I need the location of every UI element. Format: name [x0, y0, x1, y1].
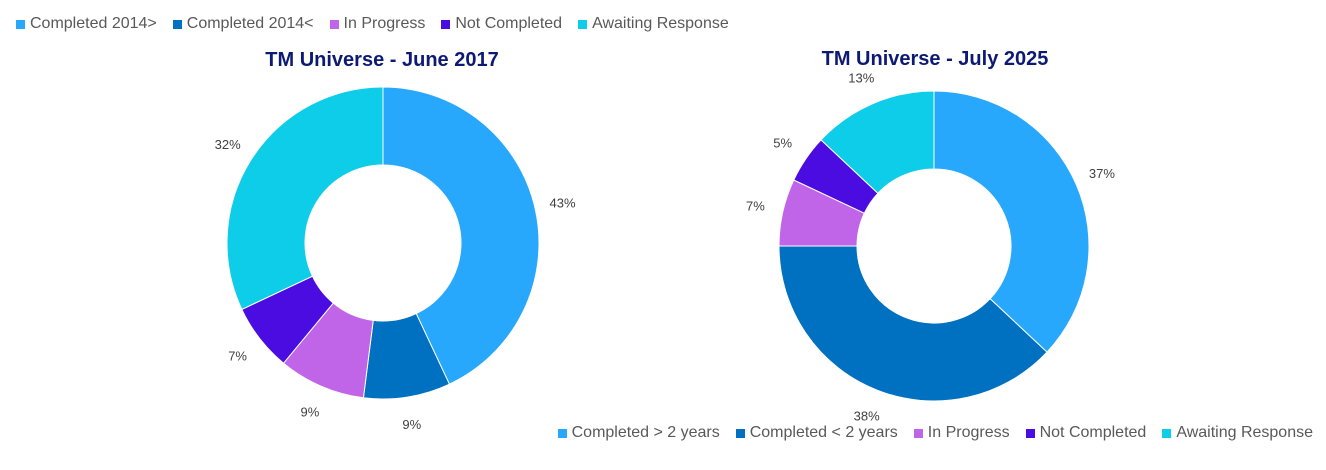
data-label: 9% — [301, 404, 320, 419]
legend-swatch — [16, 19, 25, 29]
legend-label: Not Completed — [455, 15, 563, 32]
data-label: 7% — [746, 199, 765, 214]
data-label: 38% — [854, 409, 880, 424]
legend-label: In Progress — [927, 424, 1010, 441]
data-label: 37% — [1089, 166, 1115, 181]
legend-label: Completed < 2 years — [749, 424, 898, 441]
donut-slice — [382, 86, 540, 385]
legend-label: Completed 2014< — [186, 15, 314, 32]
legend-label: In Progress — [343, 15, 426, 32]
legend-swatch — [329, 19, 339, 29]
chart-title-july-2025: TM Universe - July 2025 — [821, 48, 1049, 70]
data-label: 5% — [773, 136, 792, 151]
legend-label: Completed > 2 years — [571, 424, 720, 441]
donut-chart-july-2025: 37% 38% 7% 5% 13% — [746, 71, 1115, 424]
legend-swatch — [578, 19, 588, 29]
data-label: 9% — [402, 417, 421, 432]
chart-title-june-2017: TM Universe - June 2017 — [265, 49, 499, 71]
donut-slice — [820, 90, 935, 194]
data-label: 13% — [848, 71, 874, 86]
data-label: 32% — [215, 137, 241, 152]
legend-item: Completed 2014> — [16, 15, 157, 33]
legend-item: Completed 2014< — [172, 15, 314, 33]
legend-swatch — [1162, 428, 1172, 438]
donut-slice — [226, 86, 384, 311]
legend-label: Awaiting Response — [1176, 424, 1313, 441]
legend-swatch — [557, 428, 567, 438]
data-label: 43% — [550, 195, 576, 210]
legend-july-2025: Completed > 2 years Completed < 2 years In… — [557, 424, 1313, 442]
legend-swatch — [172, 19, 182, 29]
legend-item: In Progress — [329, 15, 426, 33]
legend-june-2017: Completed 2014> Completed 2014< In Progres… — [16, 15, 729, 33]
legend-item: In Progress — [913, 424, 1010, 442]
legend-swatch — [1025, 428, 1035, 438]
donut-chart-june-2017: 43% 9% 9% 7% 32% — [215, 86, 576, 432]
legend-swatch — [913, 428, 923, 438]
legend-label: Awaiting Response — [592, 15, 729, 32]
legend-item: Completed < 2 years — [735, 424, 898, 442]
legend-swatch — [735, 428, 745, 438]
donut-slice — [778, 245, 1048, 402]
legend-item: Not Completed — [1025, 424, 1147, 442]
legend-item: Not Completed — [441, 15, 562, 33]
legend-item: Completed > 2 years — [557, 424, 720, 442]
data-label: 7% — [228, 348, 247, 363]
legend-item: Awaiting Response — [578, 15, 729, 33]
donut-slice — [933, 90, 1090, 353]
legend-label: Not Completed — [1039, 424, 1147, 441]
legend-item: Awaiting Response — [1162, 424, 1313, 442]
legend-swatch — [441, 19, 451, 29]
legend-label: Completed 2014> — [30, 15, 157, 32]
